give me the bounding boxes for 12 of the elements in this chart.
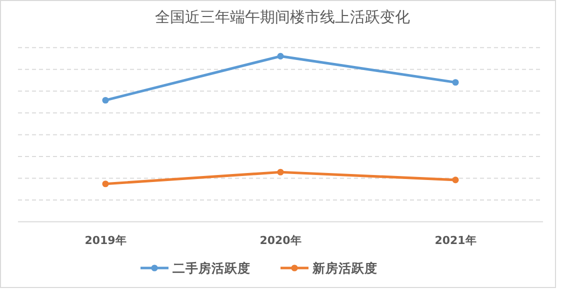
point	[102, 180, 109, 188]
point	[452, 79, 459, 86]
legend-label: 二手房活跃度	[172, 260, 250, 276]
x-tick-label: 2021年	[434, 234, 476, 247]
legend-label: 新房活跃度	[312, 260, 378, 276]
point	[102, 96, 109, 104]
point	[452, 176, 459, 184]
x-tick-label: 2020年	[260, 234, 302, 247]
point	[277, 168, 284, 176]
chart-title: 全国近三年端午期间楼市线上活跃变化	[155, 8, 410, 26]
point	[277, 52, 284, 60]
x-tick-label: 2019年	[84, 234, 126, 247]
